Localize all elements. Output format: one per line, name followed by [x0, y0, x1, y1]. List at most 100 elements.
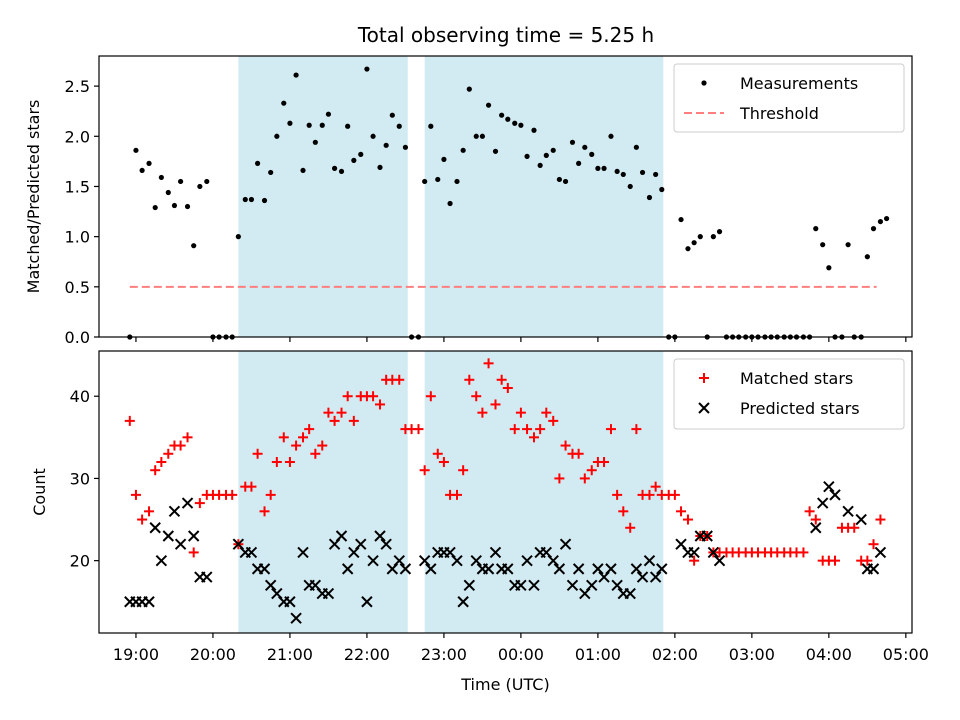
matched-stars-point	[586, 465, 597, 476]
x-marker-b	[181, 497, 194, 509]
measurement-point	[383, 142, 389, 148]
count-panel: 20 30 40 19:00 20:00 21:00 22:00 23:00 00:00 01:0…	[30, 350, 929, 694]
measurement-point	[152, 204, 158, 211]
measurement-point	[351, 157, 357, 163]
matched-stars-point	[271, 456, 282, 467]
predicted-stars-point	[829, 489, 841, 501]
matched-stars-point	[310, 448, 321, 459]
matched-stars-point	[644, 489, 655, 500]
measurement-point	[133, 147, 139, 153]
x-marker-b	[867, 563, 880, 575]
measurement-point	[338, 168, 345, 175]
x-marker-b	[586, 579, 598, 592]
matched-stars-point	[509, 424, 520, 435]
predicted-stars-point	[572, 563, 585, 575]
measurement-point	[389, 112, 395, 118]
measurement-point	[422, 178, 428, 185]
measurement-point	[608, 133, 614, 139]
measurement-point	[845, 242, 851, 248]
measurement-point	[184, 203, 191, 210]
matched-stars-point	[458, 465, 469, 476]
measurement-point	[158, 174, 164, 181]
matched-stars-point	[862, 555, 873, 566]
measurement-point	[345, 123, 351, 129]
predicted-stars-point	[361, 596, 373, 608]
predicted-stars-point	[547, 554, 559, 567]
x-marker-b	[624, 587, 636, 600]
matched-stars-point	[323, 407, 334, 418]
measurement-point	[576, 160, 582, 166]
x-marker-b	[643, 554, 656, 567]
matched-stars-point	[631, 424, 642, 435]
legend-box	[673, 63, 905, 133]
measurement-point	[204, 178, 210, 185]
predicted-stars-point	[155, 554, 168, 567]
x-marker-b	[258, 563, 271, 575]
matched-stars-point	[394, 374, 405, 385]
predicted-stars-point	[399, 563, 412, 575]
x-marker-b	[823, 480, 835, 493]
x-marker-b	[361, 596, 373, 608]
measurement-point	[300, 167, 306, 174]
predicted-stars-point	[258, 563, 271, 575]
x-marker-b	[701, 530, 713, 542]
x-tick-label: 22:00	[344, 645, 390, 664]
predicted-stars-point	[187, 530, 200, 542]
matched-stars-point	[477, 407, 488, 418]
x-marker-b	[201, 571, 213, 583]
measurement-point	[287, 120, 293, 126]
x-tick-label: 05:00	[883, 645, 929, 664]
measurement-point	[178, 178, 184, 185]
predicted-stars-point	[355, 538, 367, 550]
predicted-stars-point	[521, 554, 533, 567]
predicted-stars-point	[284, 596, 296, 608]
matched-stars-point	[599, 456, 610, 467]
predicted-stars-point	[149, 522, 161, 534]
x-marker-b	[816, 497, 829, 509]
ratio-panel: 0.0 0.5 1.0 1.5 2.0 2.5 Matched/Predicted star…	[24, 55, 913, 347]
measurement-point	[524, 153, 530, 159]
matched-stars-point	[490, 399, 501, 410]
x-marker-b	[355, 538, 367, 550]
y-tick-label: 30	[70, 469, 90, 488]
x-tick-label: 21:00	[267, 645, 313, 664]
x-marker-b	[874, 546, 887, 559]
matched-stars-point	[150, 465, 161, 476]
measurement-point	[512, 120, 518, 126]
measurement-point	[441, 156, 447, 162]
x-marker-b	[649, 571, 662, 583]
measurement-point	[614, 168, 620, 175]
predicted-stars-point	[701, 530, 713, 542]
x-marker-b	[515, 579, 527, 592]
measurement-point	[556, 176, 562, 183]
measurement-point	[331, 165, 338, 171]
x-marker-b	[271, 587, 283, 600]
x-marker-b	[341, 563, 354, 575]
measurement-point	[370, 133, 376, 139]
predicted-stars-point	[457, 596, 469, 608]
matched-stars-point	[291, 440, 302, 451]
matched-stars-point	[227, 489, 238, 500]
x-marker-b	[380, 538, 392, 550]
predicted-stars-point	[636, 571, 649, 583]
predicted-stars-point	[855, 513, 867, 526]
predicted-stars-point	[528, 579, 540, 592]
x-marker-b	[399, 563, 412, 575]
predicted-stars-point	[559, 538, 572, 550]
matched-stars-point	[304, 424, 315, 435]
matched-stars-point	[496, 374, 507, 385]
measurement-point	[248, 196, 255, 203]
y-tick-label: 40	[70, 387, 90, 406]
measurement-point	[485, 102, 492, 108]
measurement-point	[473, 133, 479, 139]
measurement-point	[569, 139, 576, 145]
predicted-stars-point	[367, 554, 379, 567]
measurement-point	[479, 133, 486, 139]
measurement-point	[864, 254, 870, 260]
measurement-point	[589, 151, 595, 157]
legend-box	[673, 358, 905, 430]
measurement-point	[377, 164, 383, 170]
measurement-point	[139, 167, 145, 174]
matched-stars-point	[528, 432, 539, 443]
measurement-point	[274, 133, 280, 139]
